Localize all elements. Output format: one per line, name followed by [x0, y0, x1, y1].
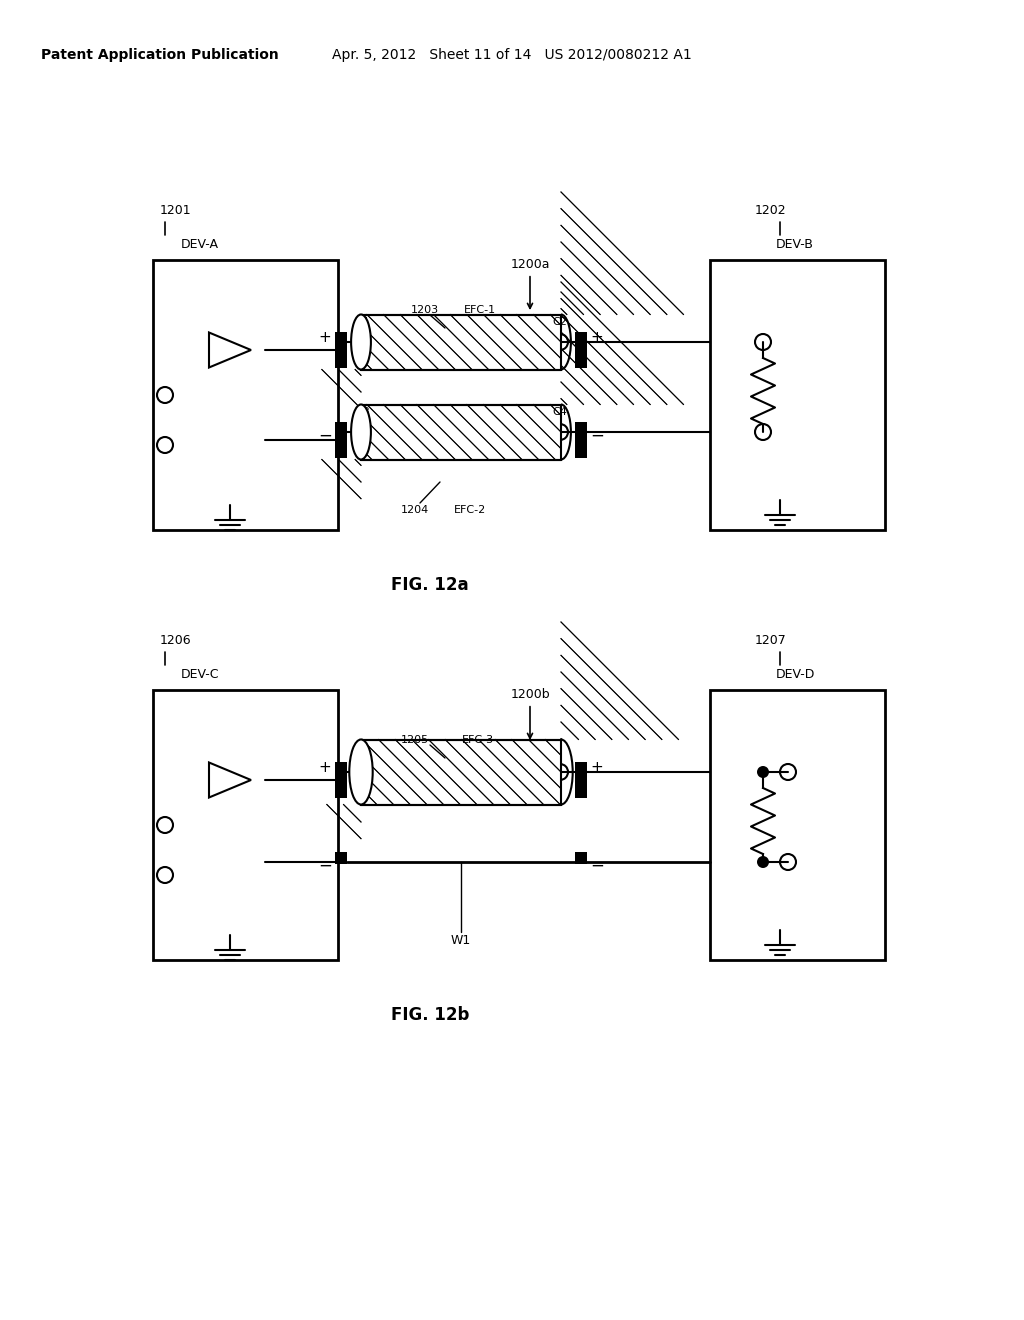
Text: FIG. 12b: FIG. 12b	[391, 1006, 469, 1024]
Text: Patent Application Publication: Patent Application Publication	[41, 48, 279, 62]
Circle shape	[755, 424, 771, 440]
Text: −: −	[318, 426, 332, 445]
Text: 1205: 1205	[401, 735, 429, 744]
Circle shape	[157, 817, 173, 833]
Text: 1200b: 1200b	[510, 688, 550, 738]
Text: EFC-3: EFC-3	[462, 735, 494, 744]
Text: −: −	[590, 426, 604, 445]
Circle shape	[757, 855, 769, 869]
Circle shape	[157, 437, 173, 453]
Text: DEV-D: DEV-D	[775, 668, 815, 681]
Ellipse shape	[351, 404, 371, 459]
Bar	[361, 739, 561, 804]
Circle shape	[780, 764, 796, 780]
Bar	[153, 690, 338, 960]
Text: Apr. 5, 2012   Sheet 11 of 14   US 2012/0080212 A1: Apr. 5, 2012 Sheet 11 of 14 US 2012/0080…	[332, 48, 692, 62]
Bar	[335, 333, 347, 368]
Circle shape	[552, 424, 568, 440]
Text: C2: C2	[553, 317, 567, 327]
Bar	[710, 260, 885, 531]
Circle shape	[757, 766, 769, 777]
Bar	[575, 851, 587, 865]
Text: EFC-1: EFC-1	[464, 305, 496, 315]
Ellipse shape	[349, 739, 373, 804]
Circle shape	[552, 764, 568, 780]
Text: 1202: 1202	[755, 203, 786, 216]
Text: DEV-B: DEV-B	[776, 239, 814, 252]
Bar	[575, 422, 587, 458]
Circle shape	[157, 867, 173, 883]
Text: 1204: 1204	[400, 506, 429, 515]
Bar	[335, 762, 347, 799]
Text: 1203: 1203	[411, 305, 439, 315]
Text: DEV-C: DEV-C	[181, 668, 219, 681]
Bar	[710, 690, 885, 960]
Circle shape	[355, 334, 371, 350]
Bar	[153, 260, 338, 531]
Text: 1200a: 1200a	[510, 257, 550, 309]
Ellipse shape	[351, 314, 371, 370]
Circle shape	[355, 424, 371, 440]
Text: 1206: 1206	[160, 634, 191, 647]
Text: 1201: 1201	[160, 203, 191, 216]
Circle shape	[157, 387, 173, 403]
Text: C3: C3	[355, 407, 371, 417]
Text: +: +	[318, 330, 332, 346]
Circle shape	[355, 764, 371, 780]
Bar	[575, 333, 587, 368]
Text: +: +	[591, 330, 603, 346]
Text: DEV-A: DEV-A	[181, 239, 219, 252]
Bar	[335, 851, 347, 865]
Circle shape	[780, 854, 796, 870]
Text: C1: C1	[355, 317, 371, 327]
Text: C4: C4	[553, 407, 567, 417]
Bar	[335, 422, 347, 458]
Bar	[361, 314, 561, 370]
Text: −: −	[590, 857, 604, 875]
Text: FIG. 12a: FIG. 12a	[391, 576, 469, 594]
Bar	[361, 404, 561, 459]
Bar	[575, 762, 587, 799]
Text: +: +	[318, 760, 332, 776]
Circle shape	[755, 334, 771, 350]
Text: 1207: 1207	[755, 634, 786, 647]
Text: W1: W1	[451, 933, 471, 946]
Text: +: +	[591, 760, 603, 776]
Text: −: −	[318, 857, 332, 875]
Circle shape	[552, 334, 568, 350]
Text: EFC-2: EFC-2	[454, 506, 486, 515]
